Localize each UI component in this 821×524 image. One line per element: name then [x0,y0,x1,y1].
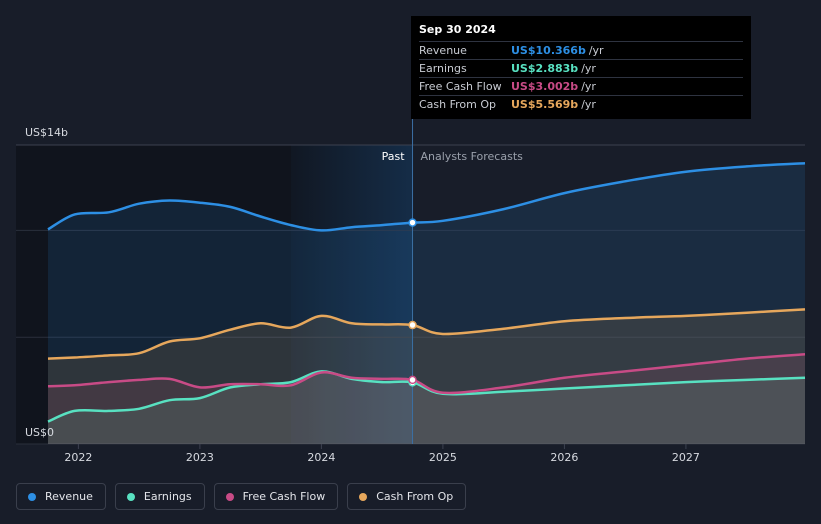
past-label: Past [382,150,406,163]
free-cash-flow-line [47,353,806,395]
tooltip-row-unit: /yr [581,98,596,111]
series-markers [408,218,417,387]
cash-from-op-line [47,308,806,360]
x-tick-label: 2023 [186,451,214,464]
x-tick-label: 2026 [550,451,578,464]
legend-dot-icon [225,492,234,501]
free-cash-flow-area [48,354,805,444]
tooltip: Sep 30 2024 Revenue US$10.366b/yr Earnings… [411,16,751,119]
highlight-band [291,145,413,444]
tooltip-row-label: Earnings [419,62,467,75]
revenue-area [48,163,805,444]
tooltip-row-value: US$2.883b [511,62,579,75]
forecast-label: Analysts Forecasts [421,150,524,163]
tooltip-rows: Revenue US$10.366b/yr Earnings US$2.883b/yr… [419,41,743,113]
tooltip-row-value: US$3.002b [511,80,579,93]
legend-dot-icon [28,492,36,501]
tooltip-row-unit: /yr [588,44,604,57]
free-cash-flow-marker [408,375,417,385]
tooltip-row-label: Cash From Op [419,98,497,111]
tooltip-row: Earnings US$2.883b/yr [419,59,743,77]
legend-item-revenue[interactable]: Revenue [16,483,106,510]
y-axis-bottom-label: US$0 [25,426,54,439]
legend-item-earnings[interactable]: Earnings [114,483,205,510]
legend-label: Free Cash Flow [242,490,326,503]
legend-label: Earnings [143,490,192,503]
tooltip-row-unit: /yr [581,80,596,93]
legend-dot-icon [359,492,368,501]
tooltip-row-label: Revenue [419,44,467,57]
cash-from-op-marker [408,320,417,330]
tooltip-row: Cash From Op US$5.569b/yr [419,95,743,113]
gridlines [16,144,805,445]
series-areas [48,163,805,444]
x-tick-label: 2024 [307,451,335,464]
x-axis-ticks: 2022 2023 2024 2025 2026 2027 [64,444,700,464]
revenue-line [47,161,806,232]
tooltip-row: Free Cash Flow US$3.002b/yr [419,77,743,95]
legend-label: Cash From Op [376,490,454,503]
x-tick-label: 2025 [429,451,457,464]
tooltip-row-unit: /yr [581,62,596,75]
x-tick-label: 2027 [672,451,700,464]
cash-from-op-area [48,309,805,444]
tooltip-row-value: US$10.366b [511,44,586,57]
x-tick-label: 2022 [64,451,92,464]
earnings-area [48,371,805,444]
tooltip-row-value: US$5.569b [511,98,579,111]
tooltip-date: Sep 30 2024 [419,23,496,36]
revenue-marker [408,218,417,227]
legend-label: Revenue [45,490,93,503]
y-axis-top-label: US$14b [25,126,68,139]
tooltip-row: Revenue US$10.366b/yr [419,41,743,59]
legend: Revenue Earnings Free Cash Flow Cash From O… [16,483,475,510]
legend-dot-icon [126,492,135,501]
legend-item-free-cash-flow[interactable]: Free Cash Flow [213,483,339,510]
series-lines [47,161,806,423]
tooltip-row-label: Free Cash Flow [419,80,502,93]
legend-item-cash-from-op[interactable]: Cash From Op [347,483,467,510]
